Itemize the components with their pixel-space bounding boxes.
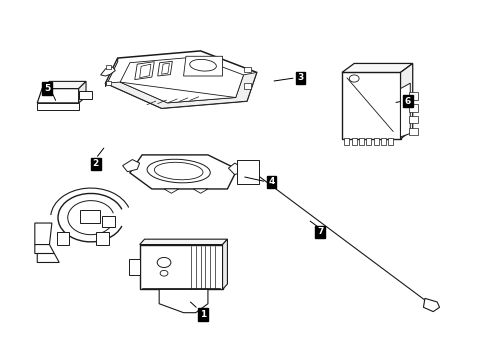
Polygon shape [140,64,151,78]
Bar [243,83,250,89]
Polygon shape [161,63,169,74]
Polygon shape [80,211,100,223]
Polygon shape [79,91,92,99]
Polygon shape [35,223,52,244]
Polygon shape [105,72,256,108]
Polygon shape [193,189,207,193]
Polygon shape [79,81,86,103]
Polygon shape [159,289,207,313]
Circle shape [157,257,170,267]
Bar [408,104,417,112]
Polygon shape [140,244,222,289]
Ellipse shape [147,159,210,183]
Text: 3: 3 [297,73,303,82]
Polygon shape [158,61,172,76]
Polygon shape [37,103,79,110]
Bar [105,64,111,69]
Polygon shape [122,159,140,172]
Bar [408,116,417,123]
Polygon shape [423,298,439,312]
Polygon shape [163,189,178,193]
Bar [243,67,250,72]
Text: 4: 4 [267,177,274,186]
Polygon shape [140,239,227,244]
Circle shape [348,75,358,82]
Polygon shape [341,72,400,139]
Polygon shape [135,62,154,80]
Polygon shape [120,57,243,103]
Polygon shape [35,244,54,253]
Polygon shape [400,83,409,137]
Polygon shape [37,253,59,262]
Bar [408,93,417,100]
Bar [344,138,348,145]
Polygon shape [37,89,79,103]
Polygon shape [222,239,227,289]
Text: 5: 5 [44,84,50,93]
Text: 6: 6 [404,96,410,105]
Polygon shape [341,63,412,72]
Bar [237,160,259,184]
Polygon shape [101,67,115,76]
Polygon shape [57,232,69,244]
Bar [373,138,378,145]
Bar [408,128,417,135]
Polygon shape [42,81,86,89]
Bar [351,138,356,145]
Polygon shape [105,51,256,108]
Bar [105,81,111,85]
Polygon shape [183,56,222,76]
Ellipse shape [189,59,216,71]
Text: 2: 2 [92,159,99,168]
Bar [380,138,385,145]
Polygon shape [400,63,412,139]
Text: 7: 7 [316,228,323,237]
Circle shape [160,270,167,276]
Polygon shape [96,232,109,244]
Polygon shape [130,155,237,189]
Polygon shape [105,58,118,87]
Ellipse shape [154,162,203,180]
Polygon shape [129,259,140,275]
Bar [358,138,363,145]
Bar [387,138,392,145]
Bar [366,138,370,145]
Polygon shape [228,163,241,175]
Polygon shape [102,216,115,226]
Text: 1: 1 [200,310,206,319]
